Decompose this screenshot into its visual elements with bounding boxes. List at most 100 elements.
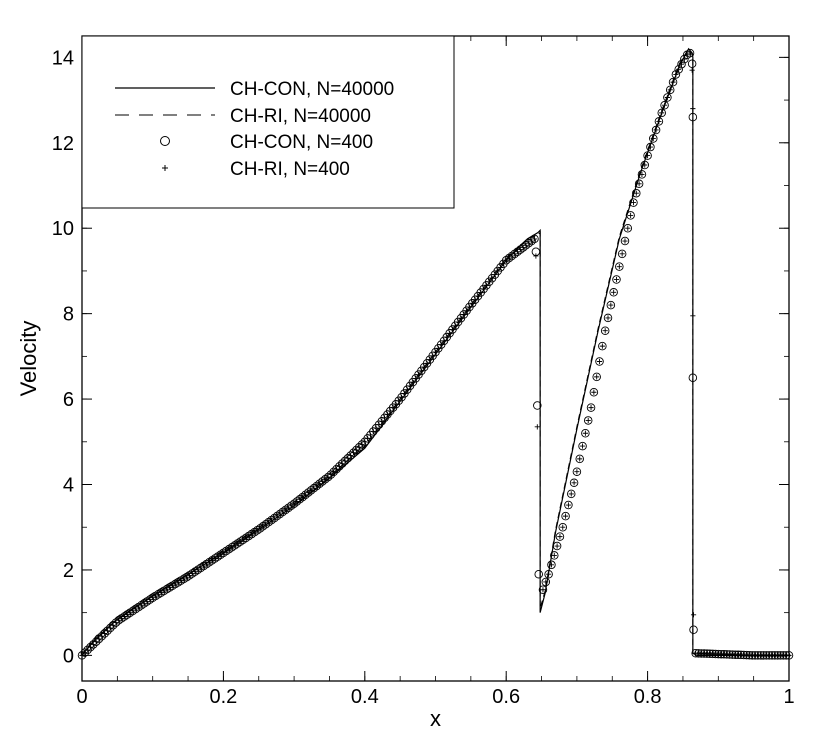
marker-plus xyxy=(602,328,608,334)
marker-plus xyxy=(396,398,402,404)
marker-plus xyxy=(526,240,532,246)
marker-plus xyxy=(381,415,388,421)
marker-plus xyxy=(546,571,552,577)
marker-plus xyxy=(144,598,150,605)
marker-plus xyxy=(571,480,577,486)
marker-plus xyxy=(653,127,659,133)
marker-plus xyxy=(478,289,484,296)
marker-plus xyxy=(356,444,362,450)
marker-plus xyxy=(529,238,535,244)
marker-circle xyxy=(680,54,689,64)
marker-plus xyxy=(184,574,190,580)
marker-plus xyxy=(96,636,102,642)
marker-circle xyxy=(646,142,655,152)
marker-circle xyxy=(100,629,109,638)
marker-circle xyxy=(326,470,336,479)
marker-circle xyxy=(320,475,330,484)
marker-plus xyxy=(415,372,422,378)
marker-circle xyxy=(541,577,551,587)
marker-plus xyxy=(348,452,354,459)
marker-plus xyxy=(99,633,105,639)
marker-circle xyxy=(589,388,599,397)
marker-circle xyxy=(609,288,618,297)
marker-plus xyxy=(229,544,235,550)
marker-circle xyxy=(575,454,584,464)
x-tick-label: 0.8 xyxy=(634,686,662,708)
marker-circle xyxy=(335,462,344,471)
marker-circle xyxy=(688,373,698,382)
marker-circle xyxy=(275,509,285,519)
marker-circle xyxy=(301,490,310,500)
marker-plus xyxy=(401,390,407,397)
marker-plus xyxy=(345,455,351,461)
marker-circle xyxy=(617,249,627,259)
marker-plus xyxy=(424,360,430,366)
marker-plus xyxy=(469,300,475,306)
marker-circle xyxy=(654,117,664,126)
marker-plus xyxy=(294,498,300,505)
marker-plus xyxy=(659,110,665,116)
marker-plus xyxy=(336,463,342,469)
marker-circle xyxy=(510,249,519,259)
marker-plus xyxy=(85,647,91,653)
marker-circle xyxy=(534,569,543,579)
marker-circle xyxy=(598,341,607,351)
marker-circle xyxy=(258,522,268,531)
marker-circle xyxy=(524,238,534,248)
marker-plus xyxy=(687,50,693,56)
marker-plus xyxy=(209,557,215,563)
marker-plus xyxy=(489,275,495,281)
marker-plus xyxy=(271,515,277,521)
marker-circle xyxy=(343,453,353,463)
marker-circle xyxy=(518,243,528,252)
marker-plus xyxy=(102,630,108,637)
marker-plus xyxy=(234,540,241,547)
marker-circle xyxy=(97,631,107,641)
marker-plus xyxy=(690,313,696,319)
marker-plus xyxy=(297,496,303,502)
marker-circle xyxy=(552,541,562,551)
legend-box xyxy=(81,35,455,209)
marker-plus xyxy=(79,652,85,658)
marker-plus xyxy=(447,330,453,336)
marker-plus xyxy=(444,334,450,340)
marker-plus xyxy=(82,650,88,656)
y-tick-label: 14 xyxy=(52,47,74,69)
marker-plus xyxy=(458,315,464,321)
marker-circle xyxy=(312,481,321,491)
marker-plus xyxy=(172,581,178,587)
marker-circle xyxy=(663,93,672,102)
marker-plus xyxy=(630,199,637,206)
marker-plus xyxy=(353,447,359,453)
marker-plus xyxy=(667,87,673,93)
marker-plus xyxy=(681,56,687,62)
marker-plus xyxy=(314,483,320,489)
marker-plus xyxy=(387,408,393,414)
x-tick-label: 0.6 xyxy=(492,686,520,708)
marker-plus xyxy=(678,61,685,67)
marker-plus xyxy=(316,481,323,487)
marker-plus xyxy=(480,286,487,292)
marker-plus xyxy=(520,244,526,251)
marker-circle xyxy=(592,372,601,382)
marker-plus xyxy=(483,282,490,288)
marker-plus xyxy=(263,521,269,527)
marker-plus xyxy=(656,118,662,125)
marker-plus xyxy=(138,602,144,608)
marker-circle xyxy=(578,441,587,451)
marker-plus xyxy=(133,606,139,612)
marker-plus xyxy=(240,537,246,543)
marker-plus xyxy=(203,561,210,567)
marker-plus xyxy=(517,246,523,253)
x-tick-label: 0.2 xyxy=(209,686,237,708)
marker-plus xyxy=(217,552,224,558)
marker-plus xyxy=(430,353,436,359)
marker-circle xyxy=(671,70,681,79)
marker-circle xyxy=(651,125,661,135)
marker-plus xyxy=(268,517,275,523)
marker-plus xyxy=(311,485,317,491)
marker-plus xyxy=(215,554,221,560)
marker-plus xyxy=(305,490,311,496)
y-tick-label: 10 xyxy=(52,218,74,240)
